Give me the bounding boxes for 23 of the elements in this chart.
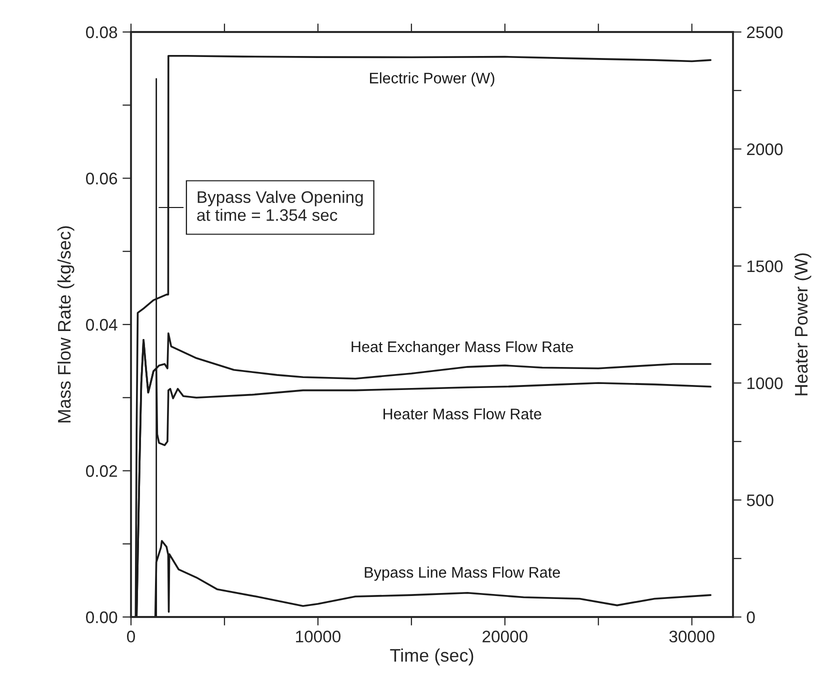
y2-tick-label: 1000 <box>747 377 783 390</box>
x-tick-label: 0 <box>127 630 135 642</box>
y-tick-label: 0.02 <box>86 465 117 477</box>
y-axis-title: Mass Flow Rate (kg/sec) <box>57 226 74 422</box>
y-tick-label: 0.00 <box>86 611 118 624</box>
x-tick-label: 30000 <box>669 630 714 642</box>
y-tick-label: 0.04 <box>86 318 118 331</box>
y2-tick-label: 2500 <box>747 26 783 38</box>
y2-axis-title: Heater Power (W) <box>794 253 812 396</box>
y2-tick-label: 2000 <box>747 143 783 156</box>
series-label: Heat Exchanger Mass Flow Rate <box>352 340 574 356</box>
y-tick-label: 0.06 <box>86 172 118 184</box>
x-tick-label: 10000 <box>296 630 340 642</box>
annotation: Bypass Valve Opening at time = 1.354 sec <box>197 190 363 221</box>
series-label: Electric Power (W) <box>370 72 494 87</box>
series-label: Heater Mass Flow Rate <box>384 408 542 420</box>
y2-tick-label: 0 <box>746 611 755 624</box>
series-label: Bypass Line Mass Flow Rate <box>364 566 560 581</box>
y2-tick-label: 1500 <box>747 260 783 272</box>
x-axis-title: Time (sec) <box>390 648 474 666</box>
y2-tick-label: 500 <box>746 494 774 506</box>
y-tick-label: 0.08 <box>86 26 118 38</box>
x-tick-label: 20000 <box>482 630 528 642</box>
